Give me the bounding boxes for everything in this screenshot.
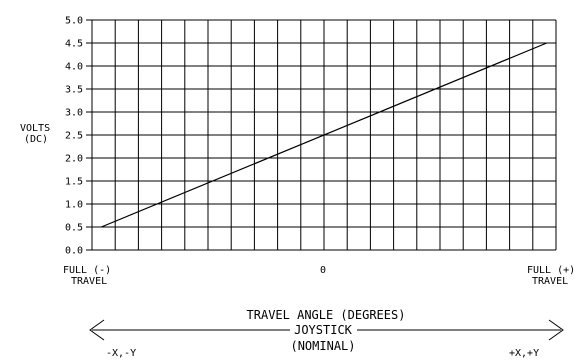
y-axis-label-dc: (DC) xyxy=(24,134,48,145)
direction-positive-label: +X,+Y xyxy=(509,348,539,359)
y-tick-label: 1.5 xyxy=(65,177,83,188)
y-tick-label: 4.5 xyxy=(65,39,83,50)
x-axis-label-joystick: JOYSTICK xyxy=(294,323,353,337)
x-tick-label-zero: 0 xyxy=(320,265,326,276)
y-axis-label-volts: VOLTS xyxy=(20,123,50,134)
direction-arrow-left-head xyxy=(89,319,105,341)
y-tick-label: 0.5 xyxy=(65,223,83,234)
x-axis-label-travel-angle: TRAVEL ANGLE (DEGREES) xyxy=(247,308,406,322)
x-tick-label-full-positive: FULL (+) xyxy=(527,265,575,276)
direction-negative-label: -X,-Y xyxy=(106,348,136,359)
x-tick-label-travel-positive: TRAVEL xyxy=(532,276,568,287)
x-axis-label-nominal: (NOMINAL) xyxy=(290,339,355,353)
y-tick-label: 0.0 xyxy=(65,246,83,257)
y-axis-ticks: 0.0 0.5 1.0 1.5 2.0 2.5 3.0 3.5 4.0 4.5 5.0 xyxy=(65,16,92,257)
y-tick-label: 4.0 xyxy=(65,62,83,73)
y-tick-label: 5.0 xyxy=(65,16,83,27)
direction-arrow xyxy=(89,319,564,341)
chart-grid xyxy=(91,19,557,251)
x-tick-label-full-negative: FULL (-) xyxy=(63,265,111,276)
y-tick-label: 2.5 xyxy=(65,131,83,142)
series-line xyxy=(101,42,547,228)
direction-arrow-right-head xyxy=(548,319,564,341)
series-lines xyxy=(101,42,547,228)
x-tick-label-travel-negative: TRAVEL xyxy=(71,276,107,287)
y-tick-label: 3.5 xyxy=(65,85,83,96)
y-tick-label: 1.0 xyxy=(65,200,83,211)
y-tick-label: 2.0 xyxy=(65,154,83,165)
y-tick-label: 3.0 xyxy=(65,108,83,119)
